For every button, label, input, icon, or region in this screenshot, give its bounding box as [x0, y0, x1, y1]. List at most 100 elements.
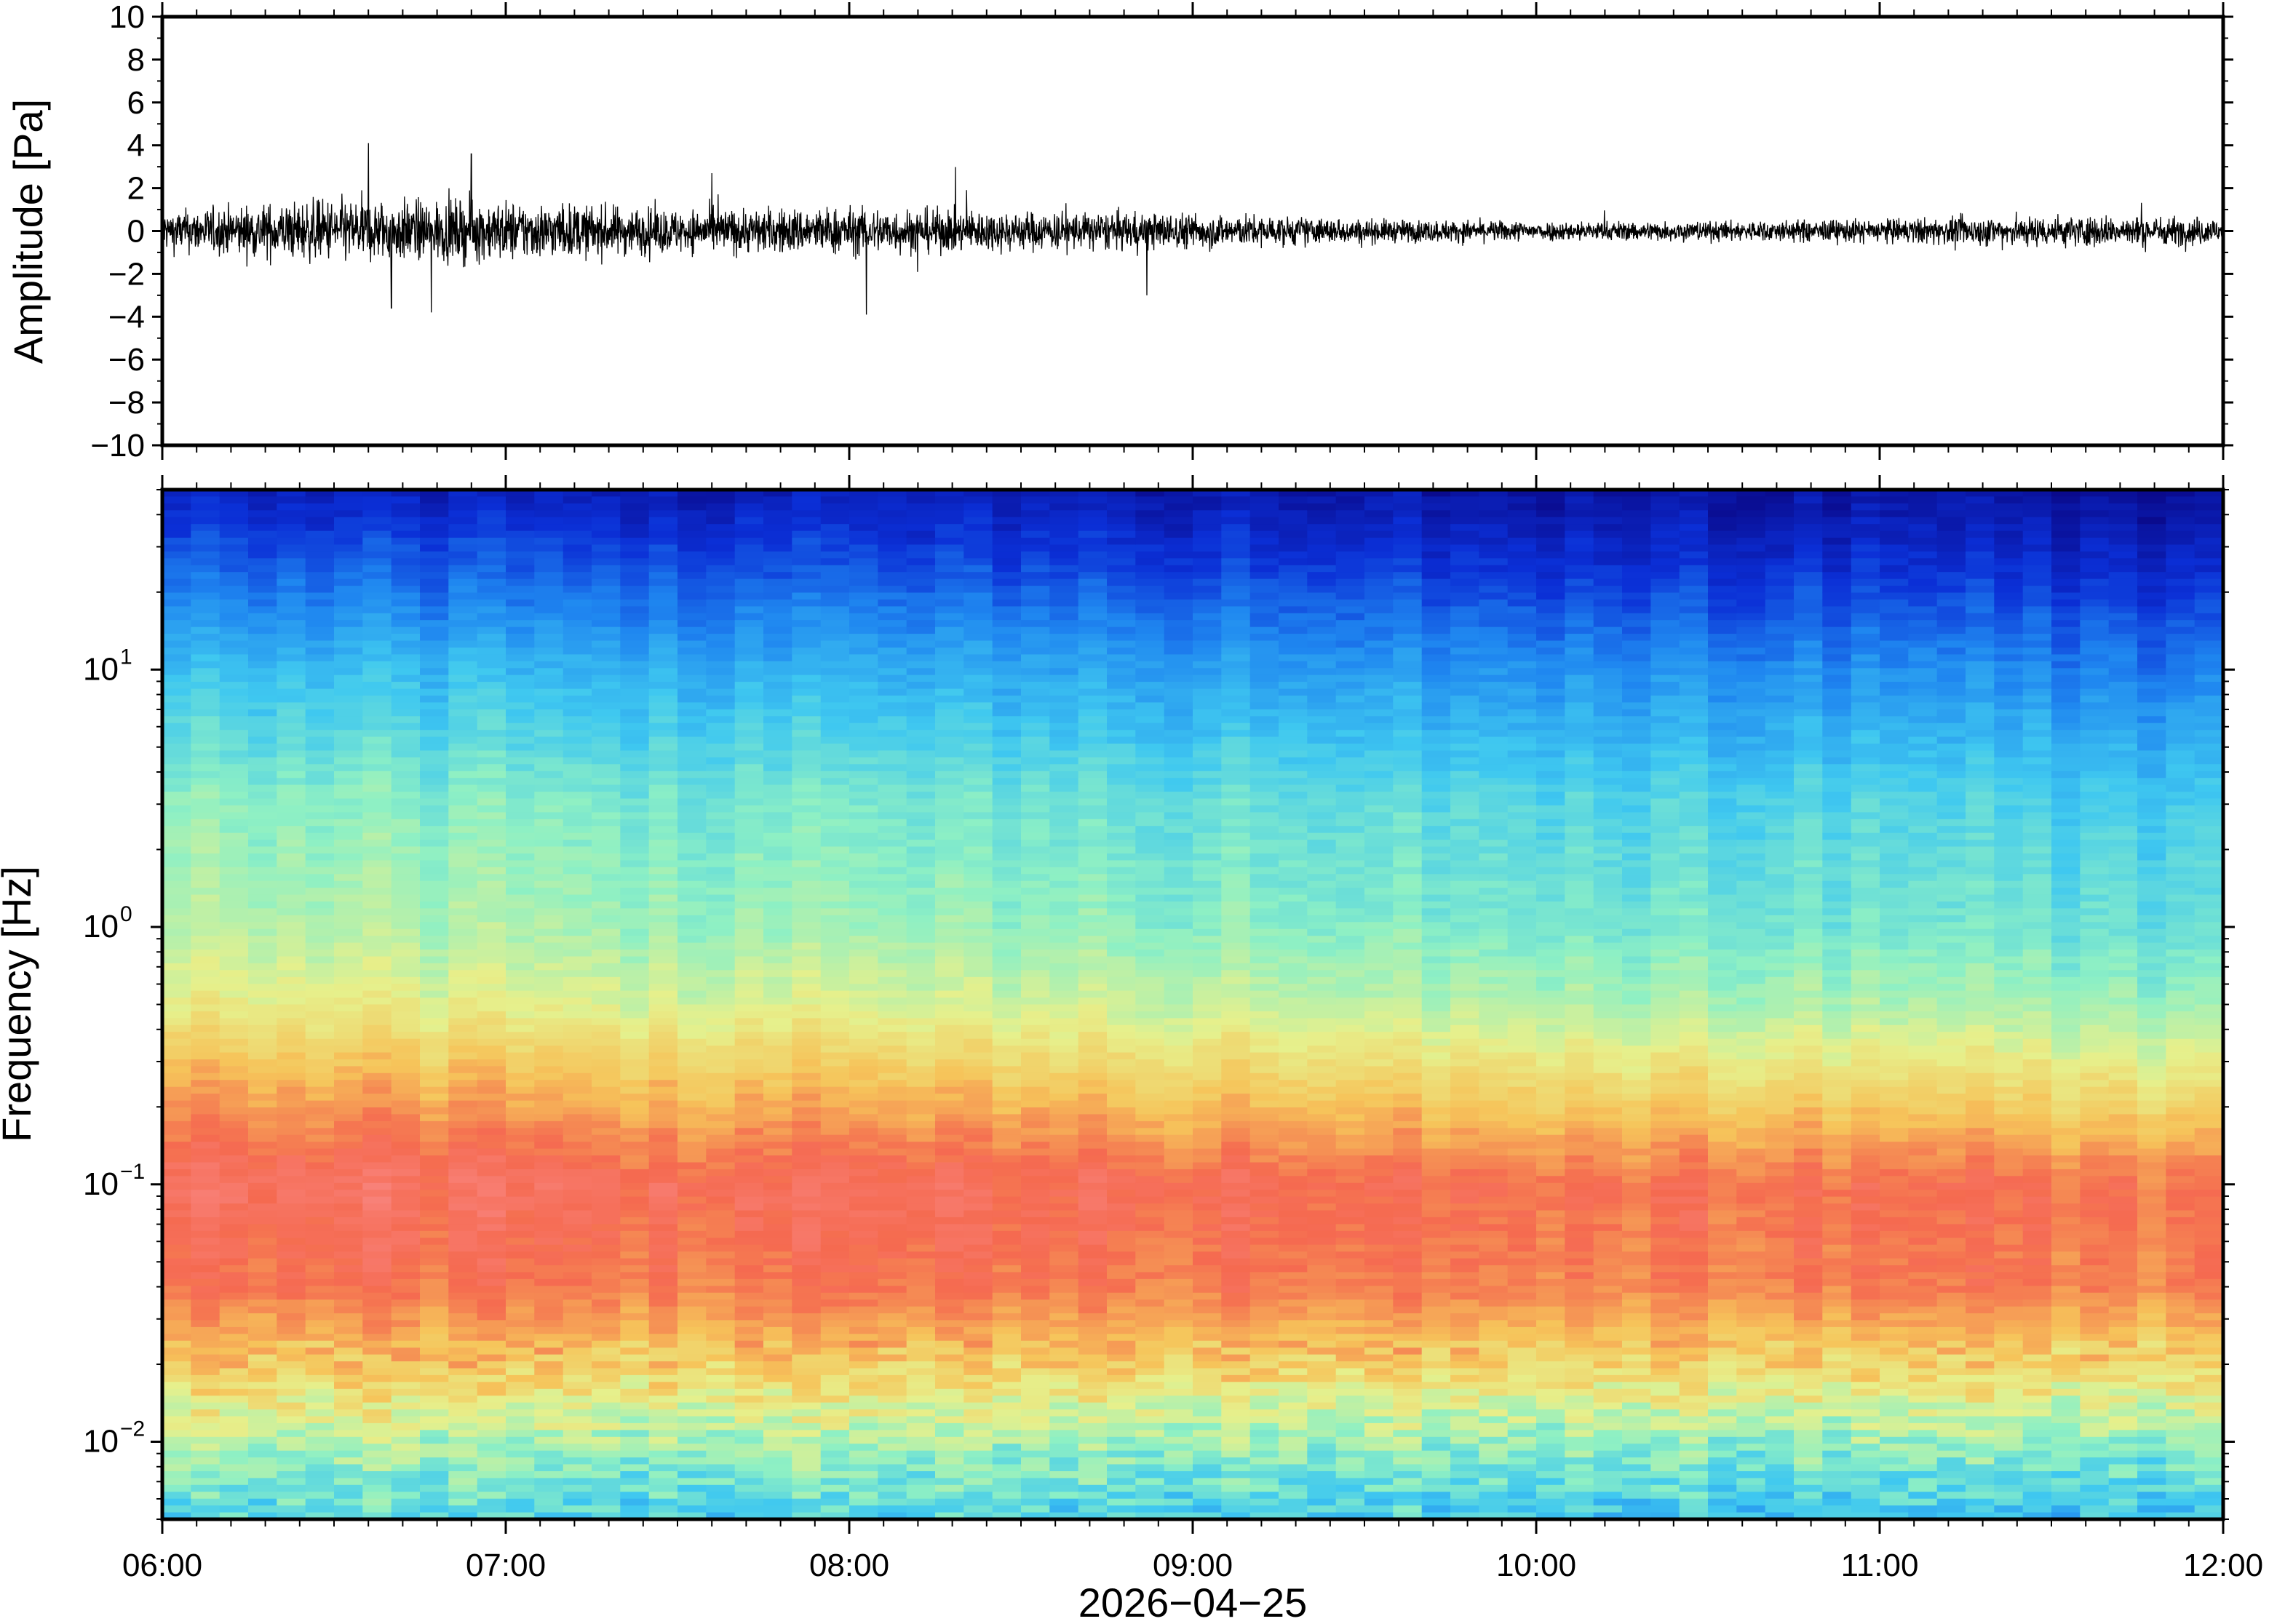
- spectrogram-cell: [992, 950, 1022, 957]
- spectrogram-cell: [1049, 832, 1079, 840]
- spectrogram-cell: [162, 874, 191, 882]
- spectrogram-cell: [534, 1430, 564, 1438]
- spectrogram-cell: [792, 1182, 822, 1190]
- spectrogram-cell: [878, 990, 907, 998]
- spectrogram-cell: [277, 1313, 306, 1321]
- spectrogram-cell: [362, 1512, 392, 1520]
- spectrogram-cell: [362, 963, 392, 971]
- spectrogram-cell: [334, 956, 363, 964]
- spectrogram-cell: [334, 1450, 363, 1458]
- spectrogram-cell: [506, 1038, 535, 1046]
- spectrogram-cell: [448, 1032, 478, 1040]
- spectrogram-cell: [362, 976, 392, 984]
- spectrogram-cell: [420, 805, 449, 813]
- spectrogram-cell: [162, 744, 191, 751]
- spectrogram-cell: [534, 648, 564, 655]
- spectrogram-cell: [849, 1306, 878, 1314]
- spectrogram-cell: [648, 1134, 678, 1142]
- spectrogram-cell: [248, 874, 277, 882]
- spectrogram-cell: [534, 1444, 564, 1452]
- spectrogram-cell: [763, 1142, 792, 1150]
- spectrogram-cell: [420, 888, 449, 896]
- spectrogram-cell: [878, 490, 907, 497]
- spectrogram-cell: [534, 757, 564, 765]
- spectrogram-cell: [1021, 709, 1050, 717]
- spectrogram-cell: [534, 1374, 564, 1382]
- spectrogram-cell: [878, 1169, 907, 1177]
- spectrogram-cell: [849, 784, 878, 792]
- spectrogram-cell: [477, 1478, 506, 1486]
- spectrogram-cell: [648, 640, 678, 648]
- spectrogram-cell: [563, 1402, 592, 1410]
- spectrogram-cell: [362, 1258, 392, 1266]
- spectrogram-cell: [534, 963, 564, 971]
- spectrogram-cell: [592, 558, 621, 566]
- spectrogram-cell: [162, 572, 191, 580]
- spectrogram-cell: [792, 1265, 822, 1273]
- spectrogram-cell: [563, 682, 592, 690]
- spectrogram-cell: [391, 1512, 421, 1520]
- spectrogram-cell: [334, 990, 363, 998]
- spectrogram-cell: [162, 1148, 191, 1156]
- spectrogram-cell: [592, 490, 621, 497]
- spectrogram-cell: [191, 778, 220, 786]
- spectrogram-cell: [534, 1114, 564, 1122]
- spectrogram-cell: [391, 634, 421, 642]
- spectrogram-cell: [620, 1354, 650, 1362]
- spectrogram-cell: [1049, 1505, 1079, 1513]
- spectrogram-cell: [219, 626, 249, 634]
- spectrogram-cell: [248, 1313, 277, 1321]
- spectrogram-cell: [506, 1313, 535, 1321]
- spectrogram-cell: [706, 1224, 736, 1232]
- spectrogram-cell: [648, 1416, 678, 1424]
- spectrogram-cell: [963, 1278, 993, 1286]
- spectrogram-cell: [706, 674, 736, 682]
- spectrogram-cell: [563, 640, 592, 648]
- spectrogram-cell: [706, 1011, 736, 1019]
- spectrogram-cell: [506, 1444, 535, 1452]
- spectrogram-cell: [420, 1354, 449, 1362]
- spectrogram-cell: [992, 661, 1022, 669]
- spectrogram-cell: [506, 490, 535, 497]
- spectrogram-cell: [420, 1128, 449, 1136]
- spectrogram-cell: [878, 1086, 907, 1094]
- spectrogram-cell: [277, 888, 306, 896]
- spectrogram-cell: [305, 572, 335, 580]
- spectrogram-cell: [648, 510, 678, 518]
- spectrogram-cell: [935, 1230, 964, 1238]
- spectrogram-cell: [792, 1107, 822, 1115]
- spectrogram-cell: [1049, 538, 1079, 545]
- spectrogram-cell: [1021, 702, 1050, 710]
- spectrogram-cell: [734, 1121, 764, 1129]
- spectrogram-cell: [391, 908, 421, 916]
- spectrogram-cell: [706, 771, 736, 779]
- spectrogram-cell: [305, 1272, 335, 1280]
- spectrogram-cell: [563, 942, 592, 950]
- spectrogram-cell: [792, 908, 822, 916]
- spectrogram-cell: [305, 1024, 335, 1032]
- spectrogram-cell: [162, 696, 191, 703]
- spectrogram-cell: [706, 544, 736, 552]
- spectrogram-cell: [734, 915, 764, 923]
- spectrogram-cell: [963, 1004, 993, 1012]
- spectrogram-cell: [162, 998, 191, 1006]
- spectrogram-cell: [992, 1038, 1022, 1046]
- spectrogram-cell: [448, 558, 478, 566]
- spectrogram-cell: [1049, 1086, 1079, 1094]
- spectrogram-cell: [1021, 668, 1050, 676]
- spectrogram-cell: [219, 1251, 249, 1259]
- spectrogram-cell: [677, 1457, 707, 1465]
- spectrogram-cell: [162, 1210, 191, 1218]
- spectrogram-cell: [248, 853, 277, 861]
- spectrogram-cell: [963, 984, 993, 992]
- spectrogram-cell: [734, 696, 764, 703]
- spectrogram-cell: [849, 565, 878, 573]
- spectrogram-cell: [191, 1011, 220, 1019]
- spectrogram-cell: [277, 1382, 306, 1390]
- spectrogram-cell: [620, 942, 650, 950]
- spectrogram-cell: [963, 1086, 993, 1094]
- spectrogram-cell: [935, 805, 964, 813]
- spectrogram-cell: [534, 696, 564, 703]
- spectrogram-cell: [648, 1148, 678, 1156]
- spectrogram-cell: [677, 950, 707, 957]
